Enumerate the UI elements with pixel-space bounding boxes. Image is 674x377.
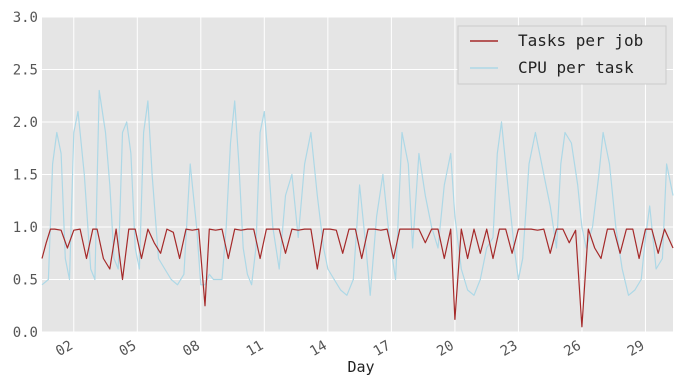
- legend-label-cpu-per-task: CPU per task: [518, 58, 634, 77]
- x-tick-label: 23: [498, 338, 521, 360]
- x-tick-label: 08: [180, 338, 203, 360]
- y-tick-label: 2.5: [13, 63, 38, 79]
- x-tick-label: 02: [53, 338, 76, 360]
- y-axis: 0.0 0.5 1.0 1.5 2.0 2.5 3.0: [13, 10, 38, 341]
- grid: [42, 16, 673, 333]
- legend-box: [457, 25, 667, 85]
- y-tick-label: 2.0: [13, 115, 38, 131]
- series-line-tasks-per-job: [41, 228, 674, 328]
- x-tick-label: 26: [561, 338, 584, 360]
- y-tick-label: 1.0: [13, 220, 38, 236]
- y-tick-label: 1.5: [13, 168, 38, 184]
- y-tick-label: 0.0: [13, 325, 38, 341]
- y-tick-label: 0.5: [13, 273, 38, 289]
- x-tick-label: 29: [625, 338, 648, 360]
- x-tick-label: 05: [117, 338, 140, 360]
- x-tick-label: 20: [434, 338, 457, 360]
- x-axis-title: Day: [347, 358, 374, 376]
- legend-label-tasks-per-job: Tasks per job: [518, 31, 643, 50]
- legend: Tasks per job CPU per task: [457, 25, 667, 85]
- x-tick-label: 17: [371, 338, 394, 360]
- series-layer: [41, 89, 674, 328]
- x-axis: 02 05 08 11 14 17 20 23 26 29: [53, 338, 647, 360]
- x-tick-label: 11: [244, 338, 267, 360]
- x-tick-label: 14: [307, 338, 330, 360]
- y-tick-label: 3.0: [13, 10, 38, 26]
- series-line-cpu-per-task: [41, 89, 674, 296]
